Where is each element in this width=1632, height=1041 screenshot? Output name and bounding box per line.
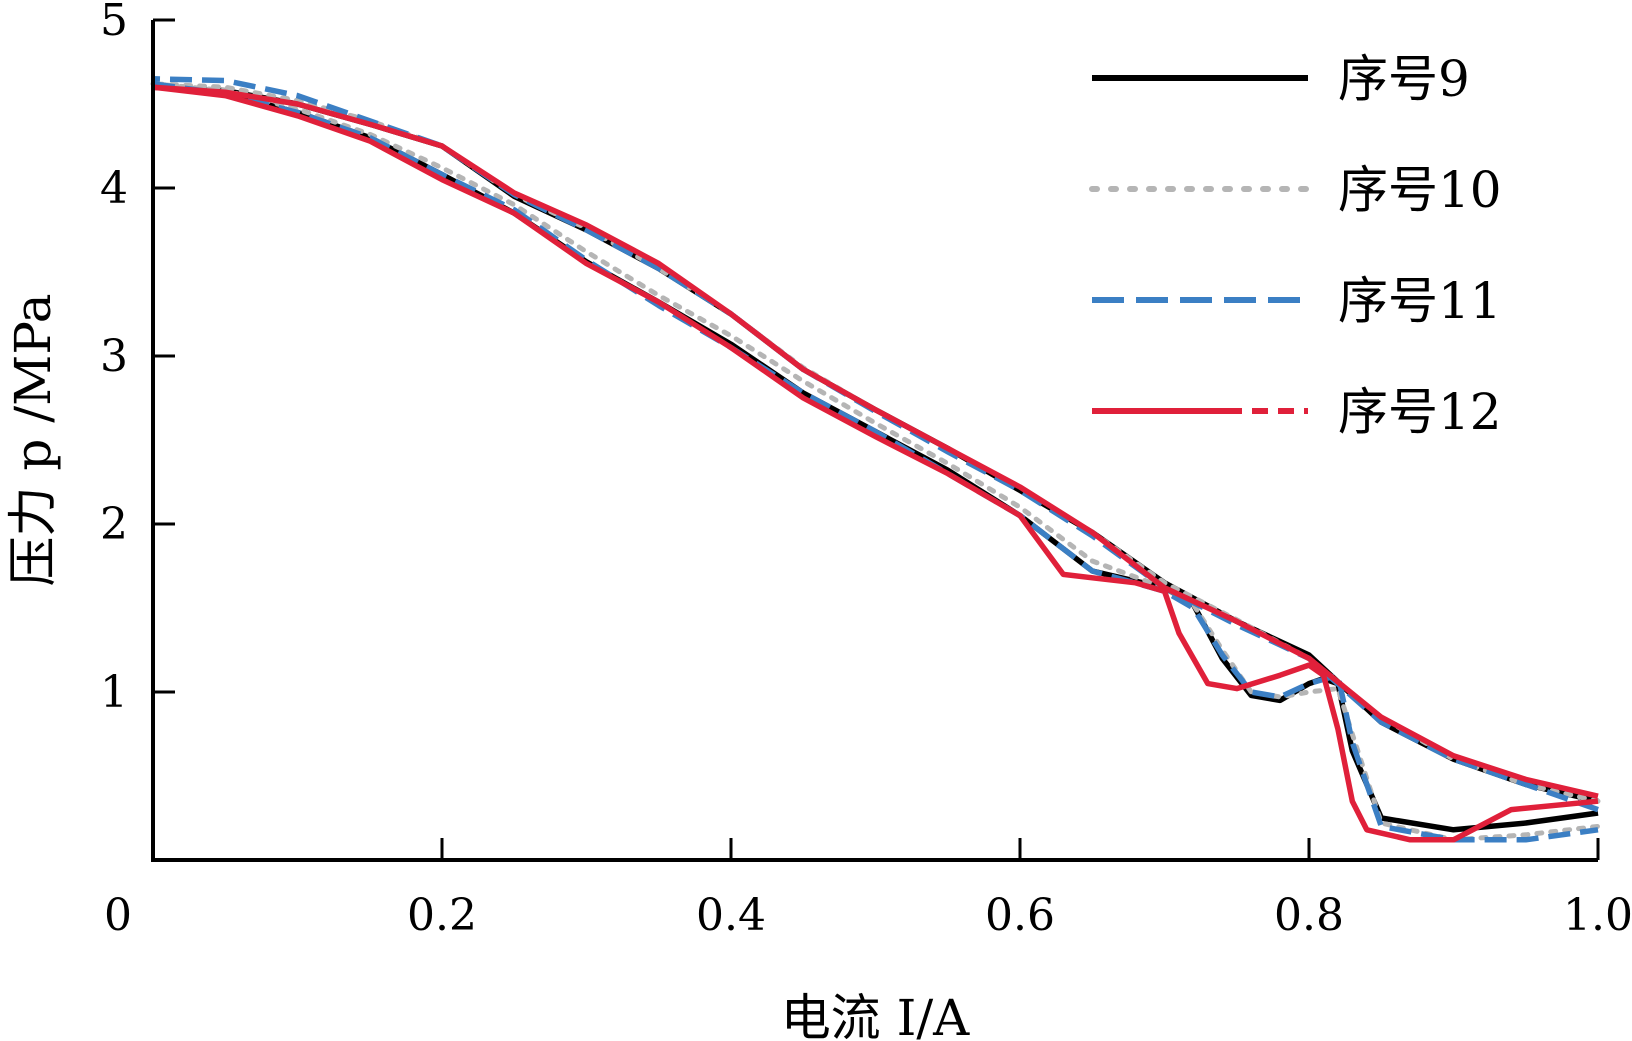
y-tick-label: 1	[100, 667, 128, 718]
legend-label: 序号10	[1338, 161, 1502, 219]
legend: 序号9 序号10 序号11 序号12	[1089, 50, 1502, 441]
legend-item: 序号11	[1092, 272, 1502, 330]
y-tick-label: 2	[100, 499, 128, 550]
x-tick-label: 0.4	[696, 890, 766, 941]
series-line-rising	[152, 81, 1599, 843]
y-axis-title: 压力 p /MPa	[4, 293, 62, 586]
ticks-layer: 0 0.2 0.4 0.6 0.8 1.0 1 2 3 4 5	[100, 0, 1632, 941]
x-axis-title: 电流 I/A	[781, 989, 970, 1041]
legend-label: 序号9	[1338, 50, 1470, 108]
x-tick-label: 0	[104, 890, 132, 941]
legend-label: 序号12	[1338, 383, 1502, 441]
legend-item: 序号9	[1092, 50, 1470, 108]
series-4	[152, 84, 1599, 843]
legend-item: 序号12	[1092, 383, 1502, 441]
y-tick-label: 4	[100, 163, 128, 214]
y-tick-label: 3	[100, 331, 128, 382]
series-line-falling	[152, 84, 1599, 799]
legend-label: 序号11	[1338, 272, 1502, 330]
x-tick-label: 0.6	[985, 890, 1055, 941]
axes-layer	[151, 20, 1598, 862]
x-tick-label: 0.2	[407, 890, 477, 941]
x-tick-label: 0.8	[1274, 890, 1344, 941]
series-layer	[150, 76, 1601, 843]
y-tick-label: 5	[100, 0, 128, 46]
legend-item: 序号10	[1089, 161, 1502, 219]
series-line-rising	[152, 84, 1599, 843]
x-tick-label: 1.0	[1563, 890, 1632, 941]
